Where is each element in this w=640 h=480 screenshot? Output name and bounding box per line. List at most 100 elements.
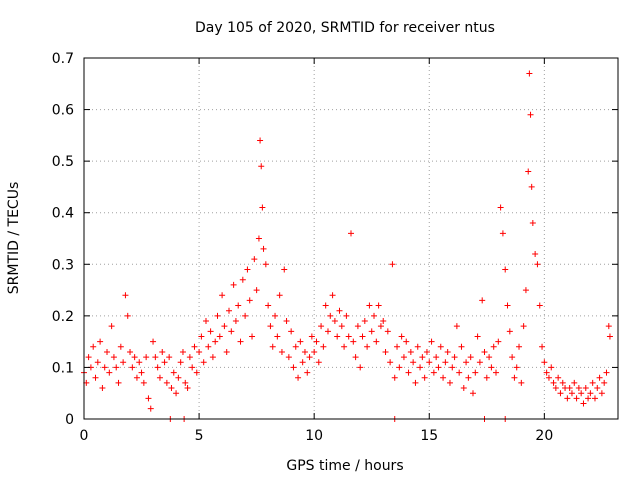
data-point xyxy=(444,348,451,355)
data-point xyxy=(129,364,136,371)
data-point xyxy=(582,385,589,392)
data-point xyxy=(419,354,426,361)
data-point xyxy=(426,359,433,366)
data-point xyxy=(168,385,175,392)
data-point xyxy=(428,338,435,345)
data-point xyxy=(308,333,315,340)
data-point xyxy=(313,338,320,345)
x-tick-label: 5 xyxy=(195,428,204,444)
data-point xyxy=(499,230,506,237)
data-point xyxy=(580,400,587,407)
data-point xyxy=(214,312,221,319)
data-point xyxy=(341,343,348,350)
data-point xyxy=(389,261,396,268)
data-point xyxy=(237,338,244,345)
data-point xyxy=(525,168,532,175)
data-point xyxy=(552,385,559,392)
data-point xyxy=(400,354,407,361)
data-point xyxy=(603,369,610,376)
data-point xyxy=(101,364,108,371)
data-point xyxy=(295,374,302,381)
data-point xyxy=(274,333,281,340)
data-point xyxy=(242,312,249,319)
y-tick-label: 0.2 xyxy=(52,309,74,325)
data-point xyxy=(257,137,264,144)
data-point xyxy=(306,354,313,361)
data-point xyxy=(373,338,380,345)
data-point xyxy=(262,261,269,268)
x-tick-label: 15 xyxy=(420,428,438,444)
data-point xyxy=(526,70,533,77)
data-point xyxy=(348,230,354,237)
data-point xyxy=(251,256,258,263)
data-point xyxy=(150,338,157,345)
data-point xyxy=(371,312,378,319)
data-point xyxy=(249,333,256,340)
data-point xyxy=(322,302,329,309)
data-point xyxy=(235,302,242,309)
data-point xyxy=(345,333,352,340)
data-point xyxy=(315,359,322,366)
data-point xyxy=(329,292,336,299)
data-point xyxy=(527,111,534,118)
data-point xyxy=(354,323,361,330)
data-point xyxy=(490,343,497,350)
data-point xyxy=(502,266,509,273)
data-point xyxy=(380,318,387,325)
data-point xyxy=(177,359,184,366)
x-axis-label: GPS time / hours xyxy=(286,458,403,474)
data-point xyxy=(198,333,205,340)
data-point xyxy=(357,364,364,371)
data-point xyxy=(463,359,470,366)
data-point xyxy=(246,297,253,304)
data-point xyxy=(90,343,97,350)
data-point xyxy=(324,328,331,335)
data-point xyxy=(156,374,163,381)
data-point xyxy=(555,374,562,381)
data-point xyxy=(375,302,382,309)
data-point xyxy=(276,292,283,299)
data-point xyxy=(384,328,391,335)
data-point xyxy=(113,364,120,371)
data-point xyxy=(200,359,207,366)
data-point xyxy=(120,359,127,366)
data-point xyxy=(110,354,117,361)
data-point xyxy=(460,385,467,392)
data-point xyxy=(292,343,299,350)
data-point xyxy=(311,348,318,355)
data-point xyxy=(518,379,525,386)
data-point xyxy=(182,379,189,386)
data-point xyxy=(578,390,585,397)
data-point xyxy=(433,354,440,361)
axis-ticks: 0 0.1 0.2 0.3 0.4 0.5 0.6 0.7 0 5 10 15 20 xyxy=(52,51,618,444)
data-point xyxy=(253,287,260,294)
data-point xyxy=(456,369,463,376)
data-point xyxy=(559,379,566,386)
data-point xyxy=(594,385,601,392)
data-point xyxy=(543,369,550,376)
data-point xyxy=(465,374,472,381)
data-point xyxy=(571,379,578,386)
data-point xyxy=(368,328,375,335)
data-point xyxy=(230,281,237,288)
data-point xyxy=(606,333,613,340)
data-point xyxy=(396,364,403,371)
data-point xyxy=(209,354,216,361)
data-point xyxy=(352,354,359,361)
data-point xyxy=(255,235,262,242)
data-point xyxy=(536,302,543,309)
data-point xyxy=(179,348,186,355)
y-tick-label: 0.3 xyxy=(52,257,74,273)
data-point xyxy=(124,312,131,319)
data-point xyxy=(469,390,476,397)
data-point xyxy=(417,364,424,371)
data-point xyxy=(446,379,453,386)
data-point xyxy=(161,359,168,366)
data-point xyxy=(145,395,152,402)
data-point xyxy=(472,369,479,376)
data-point xyxy=(513,364,520,371)
data-point xyxy=(532,250,539,257)
data-point xyxy=(405,369,412,376)
data-point xyxy=(318,323,325,330)
